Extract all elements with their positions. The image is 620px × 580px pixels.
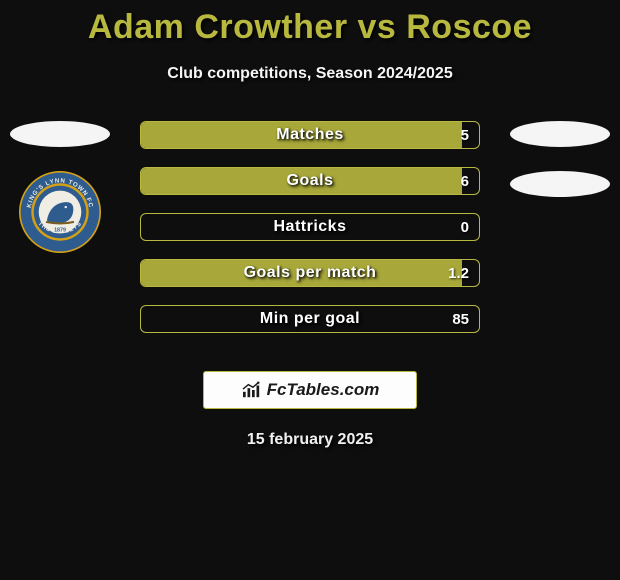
stat-bar: Goals6 [140, 167, 480, 195]
badge-year: 1879 [54, 227, 66, 233]
brand-box[interactable]: FcTables.com [203, 371, 417, 409]
stat-value: 1.2 [448, 260, 469, 286]
date-text: 15 february 2025 [0, 431, 620, 449]
left-player-col: KING'S LYNN TOWN FC THE LINNETS 1879 [0, 121, 120, 253]
stats-bars: Matches5 Goals6 Hattricks0 Goals per match1… [140, 121, 480, 333]
stat-label: Hattricks [141, 214, 479, 240]
stat-value: 85 [452, 306, 469, 332]
player-photo-placeholder-left [10, 121, 110, 147]
stat-bar: Min per goal85 [140, 305, 480, 333]
stat-value: 5 [461, 122, 469, 148]
club-badge-left: KING'S LYNN TOWN FC THE LINNETS 1879 [19, 171, 101, 253]
page-title: Adam Crowther vs Roscoe [0, 8, 620, 47]
player-photo-placeholder-right [510, 121, 610, 147]
content-row: KING'S LYNN TOWN FC THE LINNETS 1879 Mat… [0, 121, 620, 351]
stat-label: Goals per match [141, 260, 479, 286]
stat-label: Matches [141, 122, 479, 148]
stat-value: 6 [461, 168, 469, 194]
stat-value: 0 [461, 214, 469, 240]
stat-bar: Matches5 [140, 121, 480, 149]
chart-icon [241, 381, 263, 399]
stat-bar: Hattricks0 [140, 213, 480, 241]
comparison-widget: Adam Crowther vs Roscoe Club competition… [0, 0, 620, 580]
right-player-col [500, 121, 620, 221]
stat-bar: Goals per match1.2 [140, 259, 480, 287]
stat-label: Min per goal [141, 306, 479, 332]
stat-label: Goals [141, 168, 479, 194]
club-badge-placeholder-right [510, 171, 610, 197]
brand-text: FcTables.com [267, 380, 380, 400]
subtitle: Club competitions, Season 2024/2025 [0, 65, 620, 83]
